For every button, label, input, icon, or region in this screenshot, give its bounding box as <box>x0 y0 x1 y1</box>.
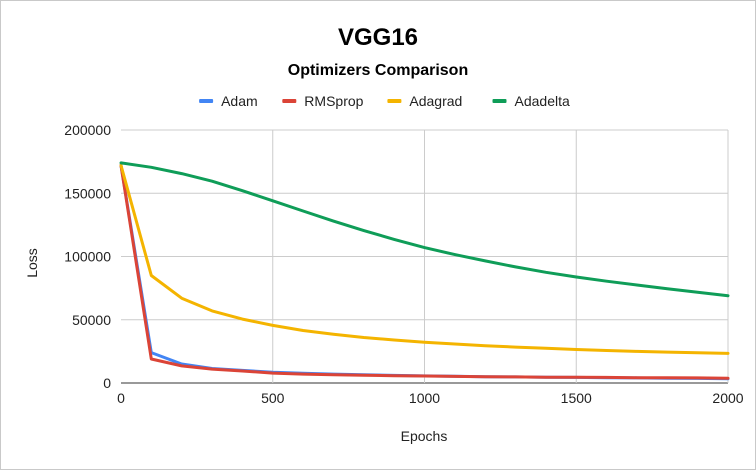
legend-label: Adadelta <box>515 93 570 109</box>
x-tick-label: 1000 <box>409 390 440 406</box>
legend-item-adadelta: Adadelta <box>492 93 570 109</box>
legend-item-adagrad: Adagrad <box>387 93 462 109</box>
series-line-adagrad <box>119 163 730 355</box>
series-line-adadelta <box>119 161 730 298</box>
series-line-rmsprop <box>119 163 730 380</box>
grid-lines <box>121 129 729 384</box>
x-axis-label: Epochs <box>401 428 448 444</box>
legend-label: Adagrad <box>409 93 462 109</box>
y-tick-label: 150000 <box>64 185 111 201</box>
chart-subtitle: Optimizers Comparison <box>288 62 468 79</box>
x-tick-label: 1500 <box>561 390 592 406</box>
legend-item-adam: Adam <box>199 93 258 109</box>
x-tick-label: 0 <box>117 390 125 406</box>
tick-labels: 0 50000 100000 150000 200000 0 500 1000 1500 2000 <box>64 122 743 406</box>
legend-swatch <box>282 99 297 103</box>
x-tick-label: 500 <box>261 390 285 406</box>
legend-swatch <box>387 99 402 103</box>
series-lines <box>119 161 730 381</box>
y-axis-label: Loss <box>24 248 40 278</box>
legend: Adam RMSprop Adagrad Adadelta <box>199 93 570 109</box>
y-tick-label: 100000 <box>64 249 111 265</box>
legend-swatch <box>199 99 214 103</box>
legend-label: RMSprop <box>304 93 363 109</box>
y-tick-label: 0 <box>103 375 111 391</box>
legend-item-rmsprop: RMSprop <box>282 93 364 109</box>
x-tick-label: 2000 <box>712 390 743 406</box>
legend-label: Adam <box>221 93 258 109</box>
chart-title: VGG16 <box>338 24 418 51</box>
legend-swatch <box>492 99 507 103</box>
y-tick-label: 200000 <box>64 122 111 138</box>
y-tick-label: 50000 <box>72 312 111 328</box>
